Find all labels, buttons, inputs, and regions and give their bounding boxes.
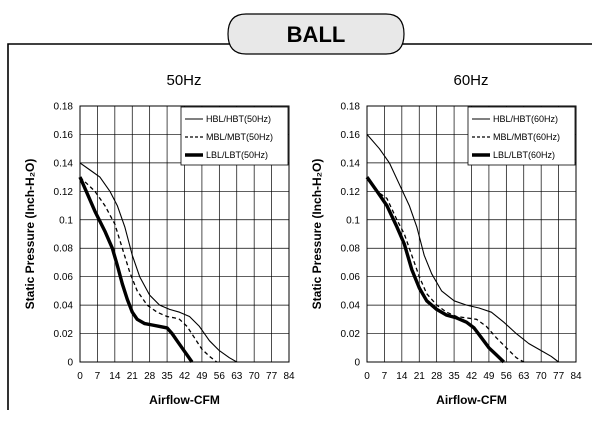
y-tick-label: 0.14 (341, 158, 361, 169)
x-tick-label: 14 (109, 371, 121, 382)
series-line (365, 176, 505, 364)
y-tick-label: 0.18 (54, 102, 74, 113)
series-line (366, 176, 525, 363)
y-tick-label: 0.06 (54, 272, 74, 283)
x-tick-label: 70 (249, 371, 261, 382)
x-tick-label: 70 (536, 371, 548, 382)
x-tick-label: 84 (283, 371, 295, 382)
series-line (78, 176, 194, 363)
y-tick-label: 0.04 (54, 301, 74, 312)
y-axis-title: Static Pressure (Inch-H₂O) (23, 159, 37, 310)
legend-label: HBL/HBT(50Hz) (206, 114, 271, 124)
y-tick-label: 0.08 (54, 244, 74, 255)
x-tick-label: 7 (95, 371, 101, 382)
y-tick-label: 0.16 (54, 130, 74, 141)
legend-label: LBL/LBT(50Hz) (206, 150, 268, 160)
y-tick-label: 0.1 (59, 215, 73, 226)
legend-label: MBL/MBT(60Hz) (493, 132, 560, 142)
y-tick-label: 0.04 (341, 301, 361, 312)
x-tick-label: 77 (553, 371, 565, 382)
x-tick-label: 35 (449, 371, 461, 382)
x-tick-label: 49 (196, 371, 208, 382)
x-tick-label: 0 (77, 371, 83, 382)
y-tick-label: 0.16 (341, 130, 361, 141)
x-tick-label: 63 (231, 371, 243, 382)
chart-50hz: 50Hz 0 7 14 21 28 35 42 49 56 63 70 77 84 0 0.02 0.04 0.0… (23, 72, 295, 407)
x-tick-label: 56 (501, 371, 513, 382)
header-tab: BALL (227, 13, 405, 55)
y-tick-label: 0.02 (341, 329, 361, 340)
legend-label: MBL/MBT(50Hz) (206, 132, 273, 142)
y-tick-label: 0.06 (341, 272, 361, 283)
y-tick-label: 0.12 (341, 187, 361, 198)
y-tick-label: 0.12 (54, 187, 74, 198)
x-tick-label: 28 (431, 371, 443, 382)
y-tick-label: 0 (67, 358, 73, 369)
header-title: BALL (287, 22, 346, 47)
y-tick-label: 0.02 (54, 329, 74, 340)
x-tick-label: 28 (144, 371, 156, 382)
series-line (79, 176, 218, 363)
x-tick-label: 42 (179, 371, 191, 382)
chart-title: 60Hz (453, 72, 488, 89)
chart-title: 50Hz (166, 72, 201, 89)
legend-label: LBL/LBT(60Hz) (493, 150, 555, 160)
y-tick-label: 0.08 (341, 244, 361, 255)
x-axis-title: Airflow-CFM (149, 393, 220, 407)
header-tab-shape (227, 13, 405, 55)
x-tick-label: 49 (483, 371, 495, 382)
x-axis-title: Airflow-CFM (436, 393, 507, 407)
legend-box (180, 106, 289, 166)
x-tick-label: 63 (518, 371, 530, 382)
x-tick-label: 21 (127, 371, 139, 382)
series-line (366, 134, 559, 363)
x-tick-label: 77 (266, 371, 278, 382)
series-line (79, 162, 238, 363)
legend: HBL/HBT(60Hz) MBL/MBT(60Hz) LBL/LBT(60Hz) (467, 106, 576, 166)
x-tick-label: 56 (214, 371, 226, 382)
y-tick-label: 0 (354, 358, 360, 369)
plot-area (79, 105, 290, 363)
x-tick-label: 21 (414, 371, 426, 382)
y-tick-label: 0.14 (54, 158, 74, 169)
x-tick-label: 14 (396, 371, 408, 382)
x-tick-label: 84 (570, 371, 582, 382)
x-tick-label: 42 (466, 371, 478, 382)
x-tick-label: 7 (382, 371, 388, 382)
y-tick-label: 0.18 (341, 102, 361, 113)
y-tick-label: 0.1 (346, 215, 360, 226)
x-tick-label: 35 (162, 371, 174, 382)
x-tick-label: 0 (364, 371, 370, 382)
figure-frame (7, 43, 592, 410)
y-axis-title: Static Pressure (Inch-H₂O) (310, 159, 324, 310)
chart-60hz: 60Hz 0 7 14 21 28 35 42 49 56 63 70 77 84 0 0.02 0.04 0.0… (310, 72, 582, 407)
legend: HBL/HBT(50Hz) MBL/MBT(50Hz) LBL/LBT(50Hz) (180, 106, 289, 166)
legend-label: HBL/HBT(60Hz) (493, 114, 558, 124)
plot-area (366, 105, 577, 363)
